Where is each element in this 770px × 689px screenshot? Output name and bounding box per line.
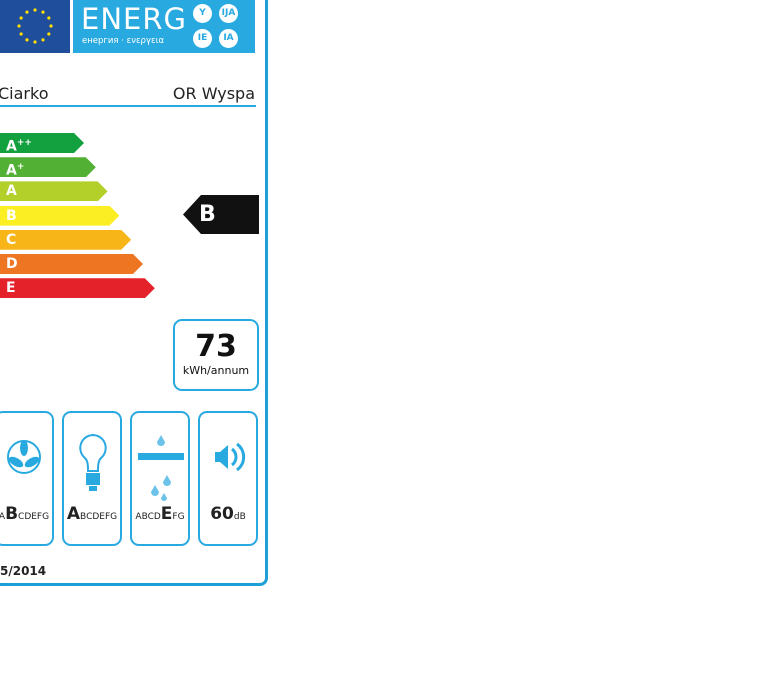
noise-level: 60dB <box>210 504 246 524</box>
grease-filter-icon <box>138 435 184 501</box>
speaker-icon <box>215 442 246 472</box>
label-frame <box>0 0 268 586</box>
energy-class-bar: D <box>0 254 143 274</box>
noise-box: 60dB <box>198 411 258 546</box>
energy-header: ENERG енергия · ενεργεια Y IJA IE IA <box>73 0 255 53</box>
model-name: OR Wyspa <box>172 84 255 103</box>
suffix: Y <box>193 4 212 23</box>
energy-subtitle: енергия · ενεργεια <box>82 36 165 46</box>
consumption-value: 73 <box>195 329 237 364</box>
fan-icon <box>7 440 41 474</box>
grease-filter-class: ABCDEFG <box>135 504 185 524</box>
fan-class: ABCDEFG <box>0 504 50 524</box>
grease-filter-box: ABCDEFG <box>130 411 190 546</box>
eu-flag-logo <box>0 0 70 53</box>
rating-arrow: B <box>183 195 259 234</box>
consumption-box: 73 kWh/annum <box>173 319 259 391</box>
energy-class-bar: E <box>0 278 155 298</box>
suffix: IE <box>193 29 212 48</box>
energy-class-bar: A+ <box>0 157 96 177</box>
suffix: IA <box>219 29 238 48</box>
energy-class-bar: B <box>0 206 119 226</box>
energy-class-bar: A <box>0 181 108 201</box>
divider <box>0 105 256 107</box>
energy-class-bar: A++ <box>0 133 84 153</box>
regulation-number: 5/2014 <box>0 564 47 578</box>
supplier-name: Ciarko <box>0 84 49 103</box>
energy-word: ENERG <box>81 2 187 36</box>
lightbulb-icon <box>79 433 107 491</box>
rating-class: B <box>199 202 216 227</box>
lighting-efficiency-box: ABCDEFG <box>62 411 122 546</box>
lighting-class: ABCDEFG <box>66 504 118 524</box>
suffix: IJA <box>219 4 238 23</box>
fan-efficiency-box: ABCDEFG <box>0 411 54 546</box>
consumption-unit: kWh/annum <box>182 364 250 377</box>
energy-class-bar: C <box>0 230 131 250</box>
